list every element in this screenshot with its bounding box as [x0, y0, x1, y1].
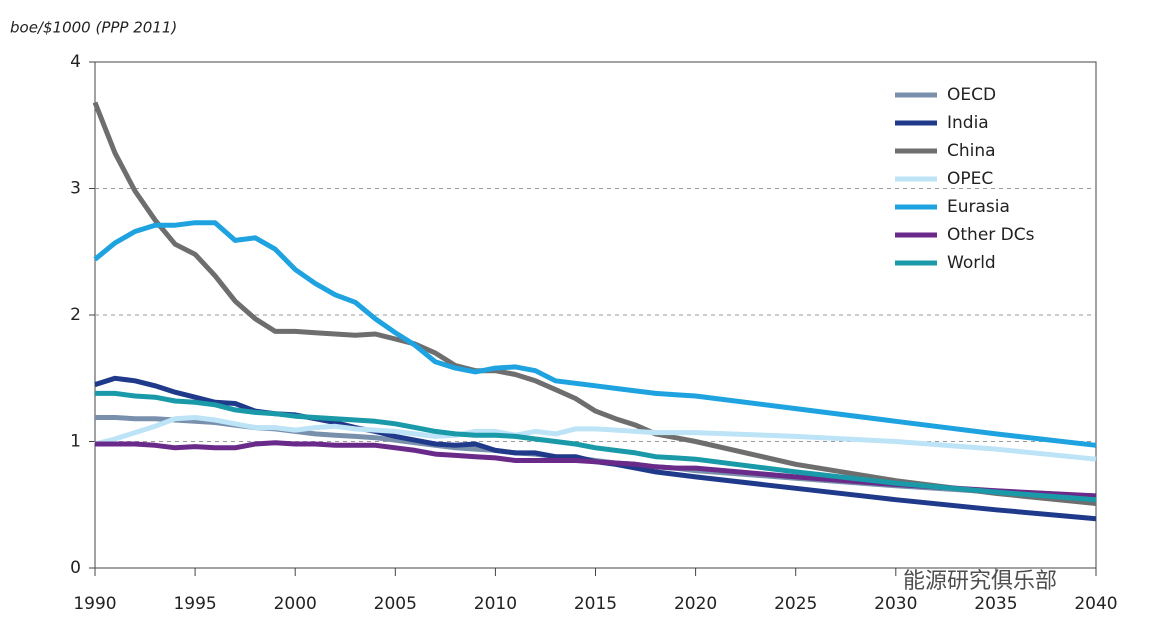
x-tick-label: 2035: [974, 594, 1017, 614]
series-line: [93, 220, 1097, 448]
x-tick-label: 2020: [674, 594, 717, 614]
series-line: [95, 390, 1097, 503]
y-tick-label: 0: [70, 558, 81, 578]
x-tick-label: 2005: [374, 594, 417, 614]
y-tick-label: 4: [70, 52, 81, 72]
series-line: [94, 415, 1097, 462]
watermark: 能源研究俱乐部: [903, 569, 1057, 594]
series-line: [95, 440, 1097, 499]
series-line: [92, 101, 1097, 506]
y-tick-label: 2: [70, 305, 81, 325]
legend-label: Eurasia: [947, 197, 1010, 217]
legend-label: India: [947, 113, 989, 133]
legend-label: China: [947, 141, 996, 161]
x-tick-label: 2025: [774, 594, 817, 614]
legend-label: OPEC: [947, 169, 993, 189]
series-line: [94, 375, 1097, 522]
x-tick-label: 1995: [173, 594, 216, 614]
y-tick-label: 1: [70, 432, 81, 452]
legend-label: Other DCs: [947, 225, 1035, 245]
x-tick-label: 2010: [474, 594, 517, 614]
legend-label: OECD: [947, 85, 996, 105]
x-tick-label: 2030: [874, 594, 917, 614]
legend-label: World: [947, 253, 996, 273]
y-tick-label: 3: [70, 179, 81, 199]
x-tick-label: 2000: [274, 594, 317, 614]
x-tick-label: 2015: [574, 594, 617, 614]
y-axis-label: boe/$1000 (PPP 2011): [10, 19, 177, 37]
x-tick-label: 2040: [1074, 594, 1117, 614]
x-tick-label: 1990: [73, 594, 116, 614]
